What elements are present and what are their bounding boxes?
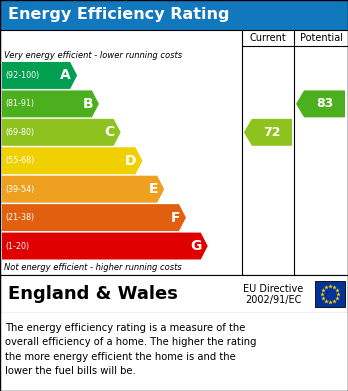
Text: Energy Efficiency Rating: Energy Efficiency Rating [8,7,229,23]
Text: (55-68): (55-68) [5,156,34,165]
Text: A: A [61,68,71,83]
Bar [0,275,348,313]
Text: (39-54): (39-54) [5,185,34,194]
Polygon shape [296,90,345,117]
Polygon shape [244,119,292,146]
Bar [0,313,348,391]
Text: England & Wales: England & Wales [8,285,178,303]
Text: (92-100): (92-100) [5,71,39,80]
Text: G: G [190,239,202,253]
Text: (81-91): (81-91) [5,99,34,108]
Text: 72: 72 [263,126,281,139]
Polygon shape [2,233,208,260]
Polygon shape [2,176,164,203]
Text: 83: 83 [316,97,333,110]
Text: (1-20): (1-20) [5,242,29,251]
Bar [315,281,345,307]
Polygon shape [2,204,186,231]
Text: (21-38): (21-38) [5,213,34,222]
Polygon shape [2,119,121,146]
Text: B: B [82,97,93,111]
Bar [0,0,348,30]
Text: EU Directive: EU Directive [243,284,303,294]
Polygon shape [2,147,142,174]
Polygon shape [2,90,99,117]
Text: The energy efficiency rating is a measure of the
overall efficiency of a home. T: The energy efficiency rating is a measur… [5,323,256,376]
Text: 2002/91/EC: 2002/91/EC [245,295,301,305]
Text: (69-80): (69-80) [5,128,34,137]
Polygon shape [2,62,77,89]
Text: Not energy efficient - higher running costs: Not energy efficient - higher running co… [4,264,182,273]
Text: Potential: Potential [300,33,342,43]
Bar [0,30,348,275]
Text: Current: Current [250,33,286,43]
Text: C: C [104,126,115,139]
Text: E: E [149,182,158,196]
Text: F: F [171,211,180,224]
Text: Very energy efficient - lower running costs: Very energy efficient - lower running co… [4,52,182,61]
Text: D: D [125,154,136,168]
